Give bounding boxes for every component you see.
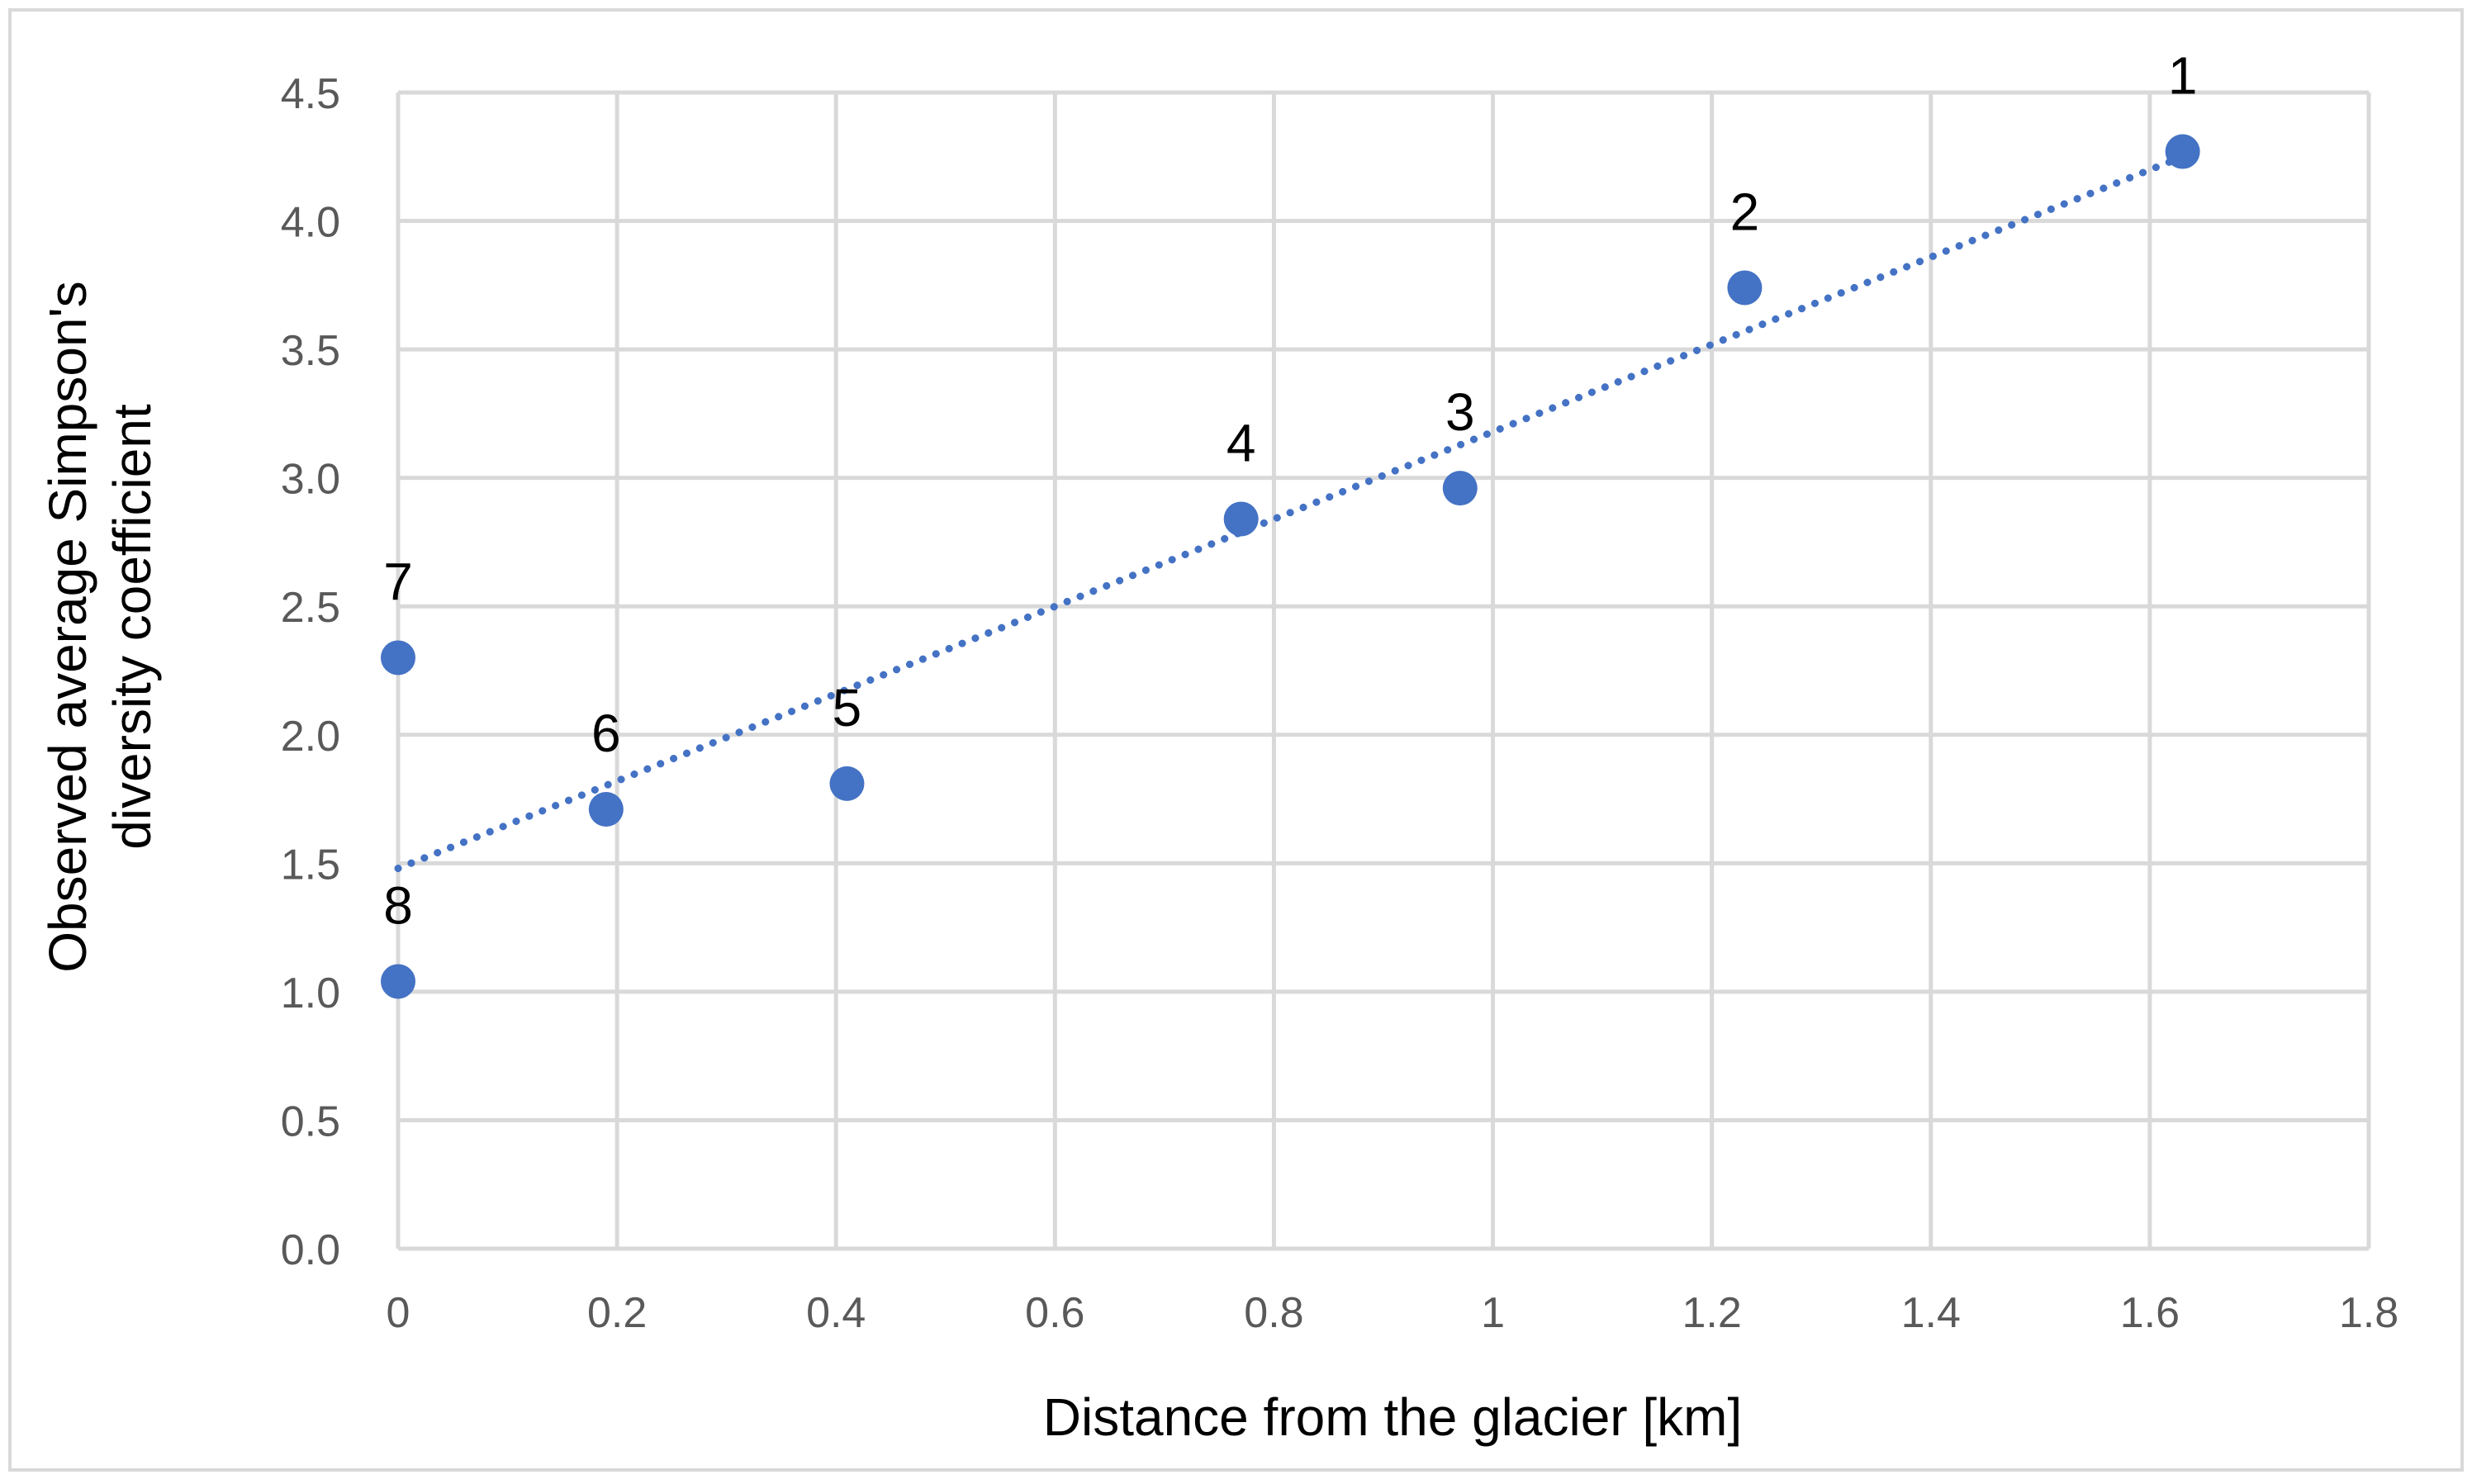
x-tick-label: 0.4 xyxy=(806,1289,866,1337)
point-label-5: 5 xyxy=(833,678,862,737)
data-point-1 xyxy=(2165,134,2200,169)
x-tick-label: 1.8 xyxy=(2339,1289,2398,1337)
point-label-1: 1 xyxy=(2168,46,2198,106)
y-tick-label: 0.5 xyxy=(281,1098,340,1145)
x-tick-label: 0.2 xyxy=(587,1289,647,1337)
y-tick-label: 1.0 xyxy=(281,970,340,1017)
point-label-8: 8 xyxy=(383,875,413,935)
x-tick-label: 0.6 xyxy=(1025,1289,1084,1337)
data-point-7 xyxy=(381,640,415,676)
trendline-group xyxy=(394,153,2187,873)
x-tick-label: 1.4 xyxy=(1901,1289,1961,1337)
y-tick-label: 4.5 xyxy=(281,70,340,118)
y-tick-label: 3.5 xyxy=(281,327,340,375)
point-label-7: 7 xyxy=(383,552,413,611)
point-label-2: 2 xyxy=(1730,182,1760,241)
y-tick-label: 4.0 xyxy=(281,199,340,247)
y-tick-label: 1.5 xyxy=(281,841,340,889)
x-tick-label: 1 xyxy=(1481,1289,1505,1337)
data-point-8 xyxy=(381,964,415,999)
data-point-5 xyxy=(829,766,865,801)
data-point-4 xyxy=(1223,501,1259,537)
x-tick-labels: 0 0.2 0.4 0.6 0.8 1 1.2 1.4 1.6 1.8 xyxy=(387,1289,2399,1337)
x-tick-label: 1.2 xyxy=(1682,1289,1742,1337)
y-tick-label: 2.0 xyxy=(281,713,340,761)
y-tick-labels: 0.0 0.5 1.0 1.5 2.0 2.5 3.0 3.5 4.0 4.5 xyxy=(281,70,340,1274)
data-point-2 xyxy=(1727,270,1763,306)
y-tick-label: 0.0 xyxy=(281,1226,340,1274)
x-tick-label: 1.6 xyxy=(2120,1289,2180,1337)
data-point-3 xyxy=(1442,471,1478,506)
data-point-6 xyxy=(588,792,624,827)
x-tick-label: 0.8 xyxy=(1244,1289,1303,1337)
data-points xyxy=(381,134,2200,999)
y-axis-title-line-1: Observed average Simpson's xyxy=(38,281,97,973)
point-label-6: 6 xyxy=(591,704,621,763)
y-tick-label: 3.0 xyxy=(281,456,340,504)
point-label-3: 3 xyxy=(1445,382,1475,442)
point-label-4: 4 xyxy=(1227,413,1256,472)
y-axis-title-line-2: diversity coefficient xyxy=(102,404,162,850)
chart-border xyxy=(8,8,2464,1472)
point-labels: 1 2 3 4 5 6 7 8 xyxy=(383,46,2197,936)
grid xyxy=(396,90,2371,1251)
x-tick-label: 0 xyxy=(387,1289,410,1337)
y-tick-label: 2.5 xyxy=(281,584,340,632)
y-axis-title: Observed average Simpson's diversity coe… xyxy=(38,281,162,973)
trendline xyxy=(394,153,2187,873)
x-axis-title: Distance from the glacier [km] xyxy=(1043,1387,1743,1447)
